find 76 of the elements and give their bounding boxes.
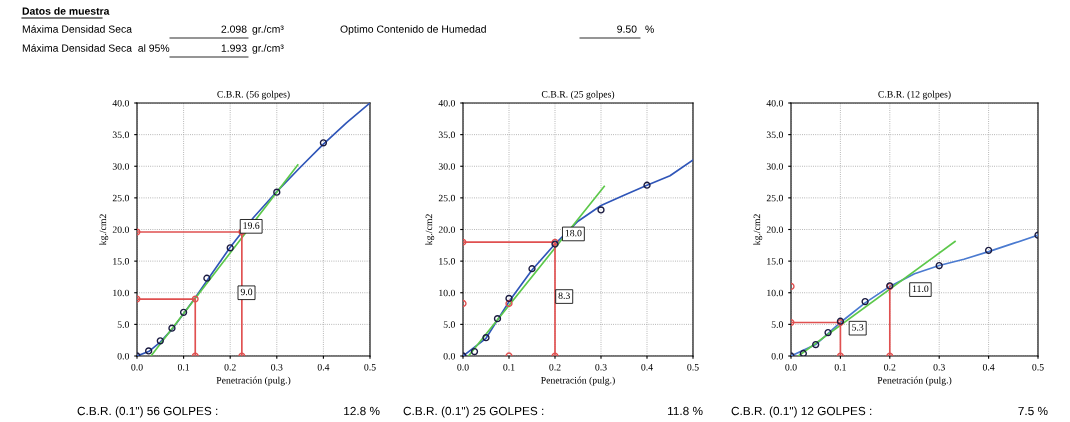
y-tick-label: 20.0 [112, 226, 129, 234]
y-tick-label: 0.0 [117, 352, 129, 360]
x-tick-label: 0.0 [457, 363, 469, 371]
text: Datos de muestra [22, 7, 110, 15]
x-tick-label: 0.3 [271, 363, 283, 371]
text: 1.993 [221, 44, 247, 52]
y-tick-label: 30.0 [112, 163, 129, 170]
y-tick-label: 40.0 [766, 99, 783, 107]
y-tick-label: 5.0 [771, 321, 783, 328]
annotation: 18.0 [565, 229, 582, 237]
y-tick-label: 15.0 [113, 258, 129, 265]
y-tick-label: 25.0 [438, 194, 455, 202]
x-axis-title: Penetración (pulg.) [216, 376, 291, 386]
x-tick-label: 0.2 [884, 363, 896, 371]
y-tick-label: 5.0 [117, 321, 129, 328]
y-tick-label: 25.0 [766, 194, 783, 202]
text: C.B.R. (0.1") 56 GOLPES : [77, 406, 218, 418]
x-tick-label: 0.1 [834, 363, 846, 371]
y-axis-title: kg./cm2 [753, 214, 763, 246]
x-tick-label: 0.0 [785, 363, 797, 371]
text: % [645, 25, 654, 33]
text: 7.5 % [1018, 406, 1048, 416]
y-tick-label: 10.0 [767, 289, 783, 297]
y-tick-label: 35.0 [112, 131, 129, 139]
y-tick-label: 25.0 [112, 194, 129, 202]
x-tick-label: 0.1 [503, 363, 515, 371]
y-tick-label: 10.0 [439, 289, 455, 297]
annotation: 11.0 [912, 285, 929, 293]
annotation: 8.3 [558, 292, 570, 300]
chart-title: C.B.R. (25 golpes) [541, 90, 615, 100]
y-axis-title: kg./cm2 [425, 214, 435, 246]
annotation: 5.3 [852, 324, 864, 331]
x-tick-label: 0.1 [177, 363, 190, 371]
y-tick-label: 5.0 [443, 321, 455, 328]
chart-title: C.B.R. (56 golpes) [217, 90, 290, 100]
y-tick-label: 20.0 [438, 226, 455, 234]
x-tick-label: 0.4 [982, 363, 995, 371]
y-tick-label: 15.0 [439, 258, 455, 265]
annotation: 19.6 [243, 222, 260, 229]
y-tick-label: 40.0 [112, 99, 129, 107]
text: Optimo Contenido de Humedad [340, 25, 486, 35]
x-tick-label: 0.5 [1032, 363, 1044, 371]
x-tick-label: 0.5 [687, 363, 699, 371]
y-tick-label: 35.0 [766, 131, 783, 139]
x-tick-label: 0.3 [933, 363, 945, 371]
x-tick-label: 0.0 [131, 363, 143, 371]
x-tick-label: 0.2 [549, 363, 561, 371]
text: 11.8 % [668, 406, 703, 416]
y-tick-label: 20.0 [766, 226, 783, 234]
x-axis-title: Penetración (pulg.) [541, 376, 615, 386]
y-tick-label: 40.0 [438, 99, 455, 107]
text: 2.098 [221, 25, 247, 33]
y-tick-label: 30.0 [438, 163, 455, 170]
x-tick-label: 0.3 [595, 363, 607, 371]
y-tick-label: 15.0 [767, 258, 783, 265]
annotation: 9.0 [240, 288, 253, 296]
x-tick-label: 0.2 [224, 363, 236, 371]
text: 12.8 % [344, 406, 380, 416]
x-tick-label: 0.4 [317, 363, 330, 371]
text: gr./cm³ [252, 44, 284, 54]
y-tick-label: 0.0 [771, 352, 783, 360]
text: C.B.R. (0.1") 12 GOLPES : [731, 406, 872, 418]
text: Máxima Densidad Seca [22, 25, 133, 33]
text: Máxima Densidad Seca al 95% [22, 44, 170, 52]
y-axis-title: kg./cm2 [99, 214, 109, 246]
x-tick-label: 0.5 [364, 363, 376, 371]
text: 9.50 [617, 25, 637, 33]
y-tick-label: 10.0 [113, 289, 129, 297]
text: gr./cm³ [252, 25, 284, 35]
y-tick-label: 30.0 [766, 163, 783, 170]
x-tick-label: 0.4 [641, 363, 653, 371]
chart-title: C.B.R. (12 golpes) [878, 90, 951, 100]
y-tick-label: 35.0 [438, 131, 455, 139]
text: C.B.R. (0.1") 25 GOLPES : [403, 406, 544, 418]
y-tick-label: 0.0 [443, 352, 455, 360]
x-axis-title: Penetración (pulg.) [877, 376, 952, 386]
